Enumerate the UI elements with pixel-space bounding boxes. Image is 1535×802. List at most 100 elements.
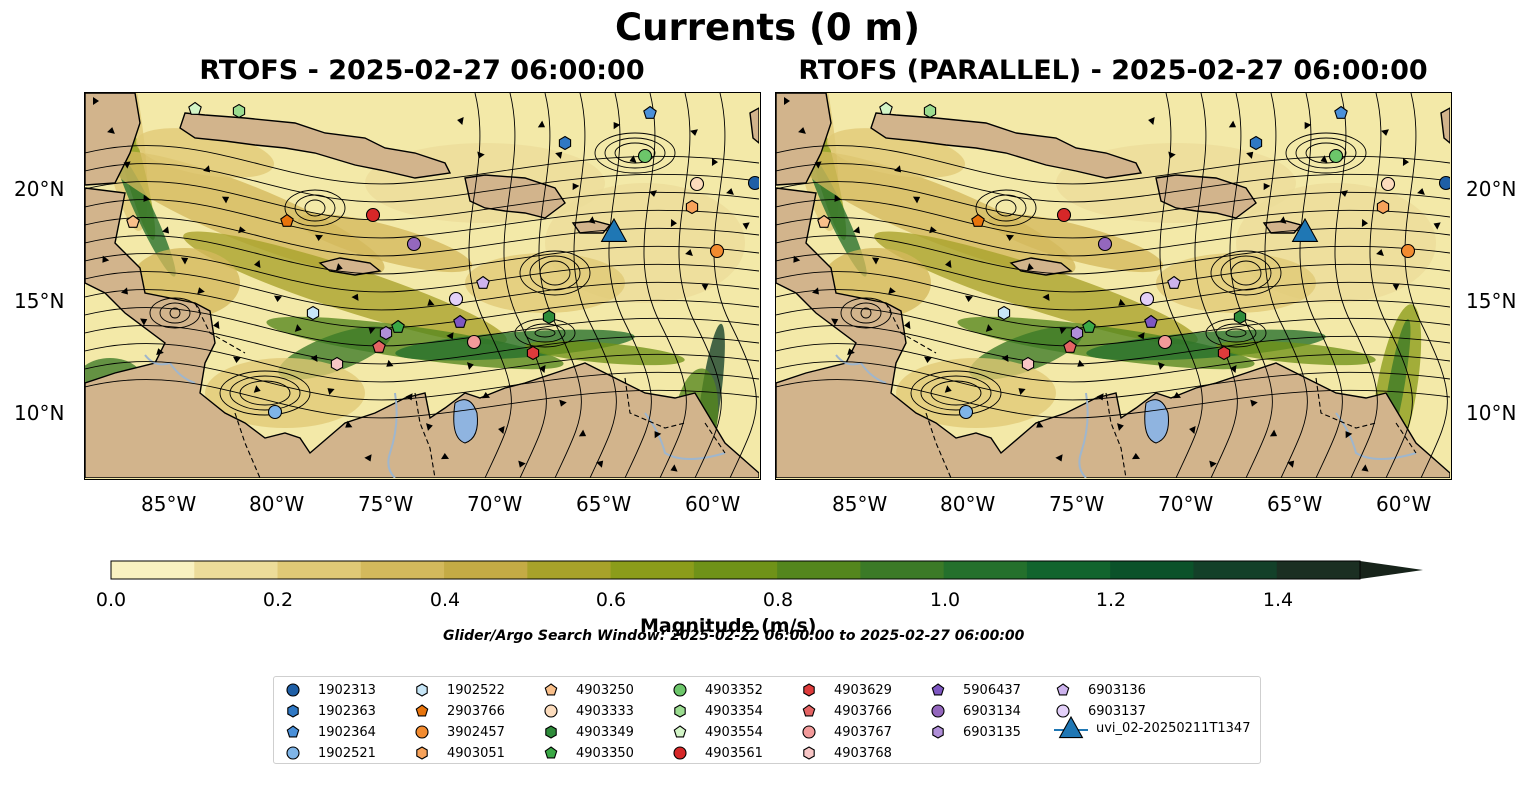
colorbar-bin — [277, 561, 362, 579]
legend-shape — [802, 725, 816, 739]
legend-shape — [1056, 683, 1070, 696]
legend-shape — [286, 683, 300, 697]
lon-tick-right-70: 70°W — [1158, 492, 1214, 516]
float-marker — [466, 334, 482, 350]
float-marker — [637, 148, 653, 164]
legend-shape — [673, 725, 687, 738]
legend-shape — [416, 683, 428, 697]
legend-item: 4903768 — [800, 743, 892, 763]
float-marker — [747, 175, 760, 191]
float-marker — [379, 325, 393, 341]
legend-marker-pentagon-icon — [931, 683, 945, 696]
legend-label: 3902457 — [447, 724, 505, 740]
lat-tick-left-20: 20°N — [14, 177, 65, 201]
float-marker — [879, 101, 893, 115]
legend-marker-pentagon-icon — [802, 704, 816, 717]
colorbar-label: Magnitude (m/s) — [640, 615, 817, 637]
legend-shape — [415, 725, 429, 739]
legend-marker-hexagon-icon — [803, 746, 815, 760]
legend-item: 4903354 — [671, 701, 763, 721]
legend-shape — [544, 746, 558, 759]
cbar-tick-6: 1.2 — [1095, 589, 1127, 611]
legend-item: 1902313 — [284, 680, 376, 700]
legend-marker-circle-icon — [673, 683, 687, 697]
float-marker — [1056, 207, 1072, 223]
legend-label: 4903767 — [834, 724, 892, 740]
legend-item: 4903350 — [542, 743, 634, 763]
legend-item: 4903554 — [671, 722, 763, 742]
left-map-canvas — [85, 93, 760, 479]
float-marker — [643, 105, 657, 119]
legend-item: 4903561 — [671, 743, 763, 763]
colorbar — [110, 560, 1423, 580]
legend-shape — [803, 683, 815, 697]
legend-label: 1902522 — [447, 682, 505, 698]
legend-shape — [416, 746, 428, 760]
cbar-tick-0: 0.0 — [95, 589, 127, 611]
search-window-note: Glider/Argo Search Window: 2025-02-22 06… — [443, 628, 1025, 644]
legend-shape — [803, 746, 815, 760]
float-marker — [188, 101, 202, 115]
legend-marker-circle-icon — [286, 683, 300, 697]
legend-item: 6903135 — [929, 722, 1021, 742]
legend-item: 4903250 — [542, 680, 634, 700]
lat-tick-left-10: 10°N — [14, 401, 65, 425]
legend-shape — [287, 704, 299, 718]
legend-item: 5906437 — [929, 680, 1021, 700]
legend-shape — [802, 704, 816, 717]
colorbar-bin — [194, 561, 279, 579]
legend-item: 6903136 — [1054, 680, 1146, 700]
legend-label: 4903333 — [576, 703, 634, 719]
right-map-canvas — [776, 93, 1451, 479]
legend-label: 4903354 — [705, 703, 763, 719]
cbar-tick-7: 1.4 — [1262, 589, 1294, 611]
left-map[interactable] — [84, 92, 761, 480]
left-panel-title: RTOFS - 2025-02-27 06:00:00 — [199, 55, 645, 86]
legend-item: 4903333 — [542, 701, 634, 721]
legend-item: 4903767 — [800, 722, 892, 742]
float-marker — [232, 103, 246, 119]
lon-tick-right-75: 75°W — [1049, 492, 1105, 516]
legend-item: 4903766 — [800, 701, 892, 721]
float-marker — [1380, 176, 1396, 192]
legend-shape — [673, 746, 687, 760]
right-map[interactable] — [775, 92, 1452, 480]
legend-marker-hexagon-icon — [545, 725, 557, 739]
lon-tick-right-60: 60°W — [1376, 492, 1432, 516]
float-marker — [1157, 334, 1173, 350]
legend-label: 4903250 — [576, 682, 634, 698]
legend-item: 4903349 — [542, 722, 634, 742]
float-legend: 1902313 1902363 1902364 1902521 1902522 29037… — [273, 676, 1261, 764]
float-marker — [306, 305, 320, 321]
legend-label: 4903561 — [705, 745, 763, 761]
colorbar-bin — [1276, 561, 1361, 579]
cbar-tick-3: 0.6 — [595, 589, 627, 611]
legend-shape — [286, 746, 300, 760]
float-marker — [280, 213, 294, 227]
float-marker — [1328, 148, 1344, 164]
colorbar-bin — [1026, 561, 1111, 579]
legend-item: 1902363 — [284, 701, 376, 721]
float-marker — [1144, 314, 1158, 328]
float-marker — [1233, 309, 1247, 325]
legend-marker-circle-icon — [544, 704, 558, 718]
legend-item: 4903051 — [413, 743, 505, 763]
legend-marker-pentagon-icon — [673, 725, 687, 738]
float-marker — [1097, 236, 1113, 252]
float-marker — [453, 314, 467, 328]
colorbar-bin — [860, 561, 945, 579]
legend-marker-triangle-icon — [1054, 715, 1088, 739]
legend-label: 6903135 — [963, 724, 1021, 740]
colorbar-bin — [360, 561, 445, 579]
legend-label: 1902363 — [318, 703, 376, 719]
legend-label: 4903629 — [834, 682, 892, 698]
legend-label: 4903349 — [576, 724, 634, 740]
lon-tick-right-65: 65°W — [1267, 492, 1323, 516]
legend-marker-pentagon-icon — [286, 725, 300, 738]
legend-marker-hexagon-icon — [416, 746, 428, 760]
float-marker — [267, 404, 283, 420]
legend-marker-circle-icon — [673, 746, 687, 760]
float-marker — [971, 213, 985, 227]
float-marker — [689, 176, 705, 192]
float-marker — [1082, 319, 1096, 333]
